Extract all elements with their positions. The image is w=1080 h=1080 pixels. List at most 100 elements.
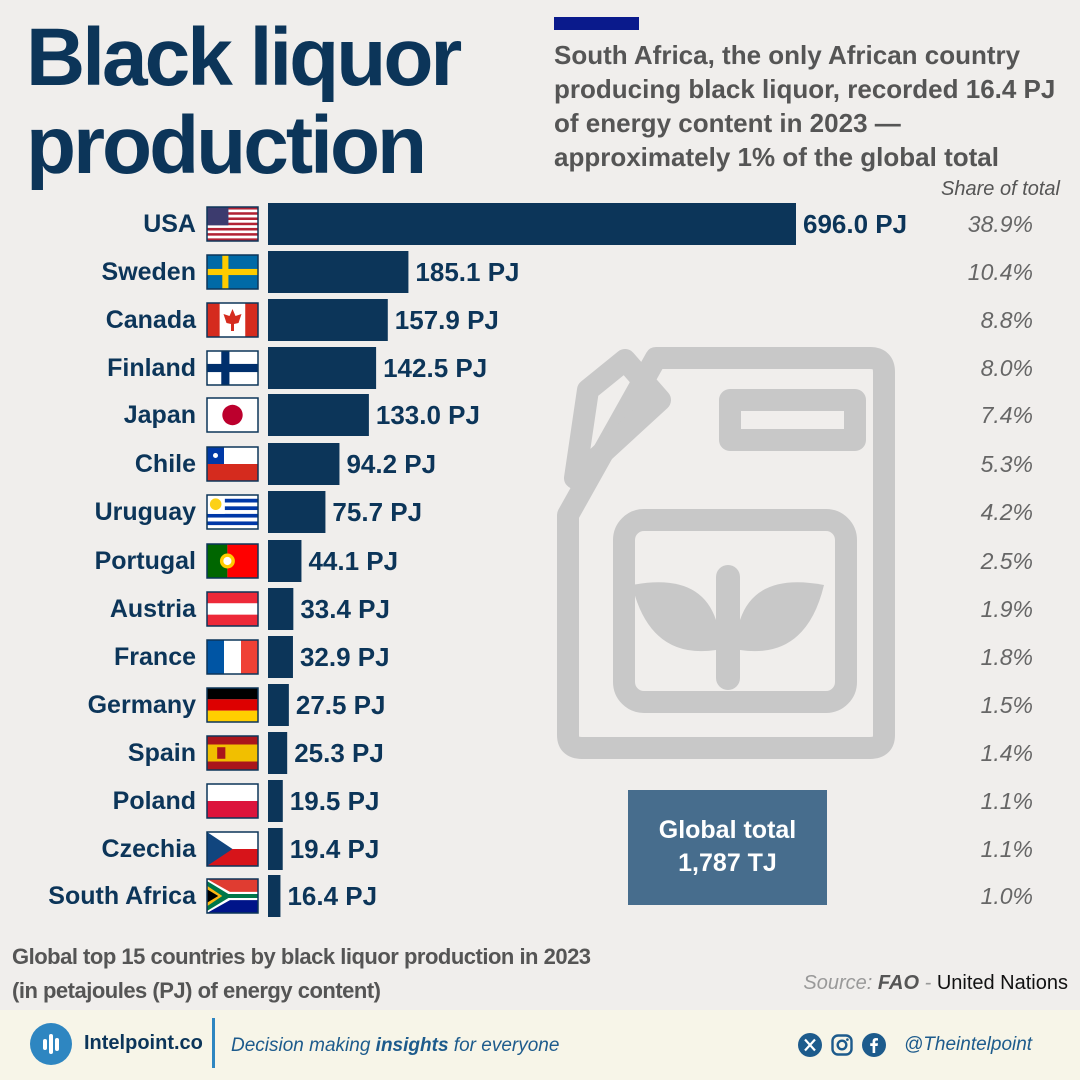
country-label-portugal: Portugal — [95, 547, 196, 575]
intelpoint-logo-icon[interactable] — [30, 1023, 72, 1065]
share-label-austria: 1.9% — [981, 596, 1033, 622]
chile-flag-icon — [206, 446, 259, 482]
share-label-canada: 8.8% — [981, 307, 1033, 333]
value-label-poland: 19.5 PJ — [290, 786, 380, 816]
tagline-pre: Decision making — [231, 1035, 376, 1056]
bar-south-africa — [268, 875, 281, 917]
bar-czechia — [268, 828, 283, 870]
country-label-chile: Chile — [135, 450, 196, 478]
footer: Intelpoint.co Decision making insights f… — [0, 1010, 1080, 1080]
usa-flag-icon — [206, 206, 259, 242]
country-label-czechia: Czechia — [102, 835, 198, 863]
country-label-canada: Canada — [106, 306, 197, 334]
share-label-czechia: 1.1% — [981, 836, 1033, 862]
japan-flag-icon — [206, 397, 259, 433]
value-label-japan: 133.0 PJ — [376, 400, 480, 430]
value-label-france: 32.9 PJ — [300, 642, 390, 672]
bar-finland — [268, 347, 377, 389]
bar-france — [268, 636, 293, 678]
france-flag-icon — [206, 639, 259, 675]
country-label-japan: Japan — [124, 401, 196, 429]
caption-line-1: Global top 15 countries by black liquor … — [12, 944, 591, 969]
source-org: FAO — [877, 972, 920, 994]
value-label-canada: 157.9 PJ — [395, 305, 499, 335]
footer-tagline: Decision making insights for everyone — [231, 1035, 559, 1057]
caption-line-2: (in petajoules (PJ) of energy content) — [12, 978, 381, 1003]
title-line-2: production — [26, 100, 427, 191]
source-prefix: Source: — [803, 972, 873, 994]
tagline-bold: insights — [375, 1035, 449, 1056]
jerrycan-leaf-icon — [557, 347, 895, 759]
country-label-germany: Germany — [88, 691, 196, 719]
share-label-germany: 1.5% — [981, 692, 1033, 718]
value-label-portugal: 44.1 PJ — [308, 546, 398, 576]
bar-spain — [268, 732, 288, 774]
share-label-spain: 1.4% — [981, 740, 1033, 766]
instagram-icon[interactable] — [830, 1033, 854, 1057]
bar-poland — [268, 780, 283, 822]
facebook-icon[interactable] — [862, 1033, 886, 1057]
germany-flag-icon — [206, 687, 259, 723]
country-label-spain: Spain — [128, 739, 196, 767]
subtitle: South Africa, the only African country p… — [554, 40, 1056, 172]
bar-sweden — [268, 251, 409, 293]
country-label-uruguay: Uruguay — [95, 498, 197, 526]
share-label-finland: 8.0% — [981, 355, 1033, 381]
value-label-germany: 27.5 PJ — [296, 690, 386, 720]
country-label-france: France — [114, 643, 196, 671]
tagline-post: for everyone — [448, 1035, 560, 1056]
value-label-south-africa: 16.4 PJ — [287, 881, 377, 911]
bar-chile — [268, 443, 340, 485]
source-note: Source: FAO - United Nations — [803, 972, 1068, 995]
source-un: United Nations — [936, 972, 1068, 994]
value-label-czechia: 19.4 PJ — [290, 834, 380, 864]
footer-brand-link[interactable]: Intelpoint.co — [84, 1032, 203, 1054]
x-icon[interactable] — [798, 1033, 822, 1057]
footer-handle[interactable]: @Theintelpoint — [904, 1034, 1033, 1055]
share-label-portugal: 2.5% — [980, 548, 1033, 574]
country-label-poland: Poland — [113, 787, 196, 815]
value-label-spain: 25.3 PJ — [294, 738, 384, 768]
share-label-south-africa: 1.0% — [981, 883, 1033, 909]
bar-canada — [268, 299, 388, 341]
value-label-sweden: 185.1 PJ — [415, 257, 519, 287]
sweden-flag-icon — [206, 254, 259, 290]
portugal-flag-icon — [206, 543, 259, 579]
country-label-sweden: Sweden — [102, 258, 196, 286]
global-total-value: 1,787 TJ — [678, 849, 777, 877]
country-label-finland: Finland — [107, 354, 196, 382]
share-label-poland: 1.1% — [981, 788, 1033, 814]
bar-usa — [268, 203, 796, 245]
share-label-uruguay: 4.2% — [981, 499, 1033, 525]
bar-japan — [268, 394, 369, 436]
bar-portugal — [268, 540, 302, 582]
czechia-flag-icon — [206, 831, 259, 867]
source-sep: - — [919, 972, 937, 994]
bar-uruguay — [268, 491, 326, 533]
value-label-finland: 142.5 PJ — [383, 353, 487, 383]
share-label-chile: 5.3% — [981, 451, 1033, 477]
chart-caption: Global top 15 countries by black liquor … — [12, 940, 591, 1008]
country-label-south-africa: South Africa — [48, 882, 197, 910]
share-label-japan: 7.4% — [981, 402, 1033, 428]
global-total-box: Global total 1,787 TJ — [628, 790, 827, 905]
spain-flag-icon — [206, 735, 259, 771]
share-label-usa: 38.9% — [968, 211, 1033, 237]
footer-divider — [212, 1018, 215, 1068]
title-line-1: Black liquor — [26, 12, 462, 103]
poland-flag-icon — [206, 783, 259, 819]
page-title: Black liquor production — [26, 12, 462, 191]
country-label-austria: Austria — [110, 595, 197, 623]
bar-germany — [268, 684, 289, 726]
share-column-header: Share of total — [941, 178, 1060, 200]
austria-flag-icon — [206, 591, 259, 627]
accent-bar — [554, 17, 639, 30]
south-africa-flag-icon — [206, 878, 259, 914]
country-label-usa: USA — [143, 210, 196, 238]
bar-chart: USA 696.0 PJ 38.9% Sweden 185.1 PJ 10.4% Canad… — [48, 203, 1033, 917]
value-label-uruguay: 75.7 PJ — [332, 497, 422, 527]
value-label-chile: 94.2 PJ — [346, 449, 436, 479]
share-label-sweden: 10.4% — [968, 259, 1033, 285]
finland-flag-icon — [206, 350, 259, 386]
leaf-icon — [632, 565, 824, 690]
